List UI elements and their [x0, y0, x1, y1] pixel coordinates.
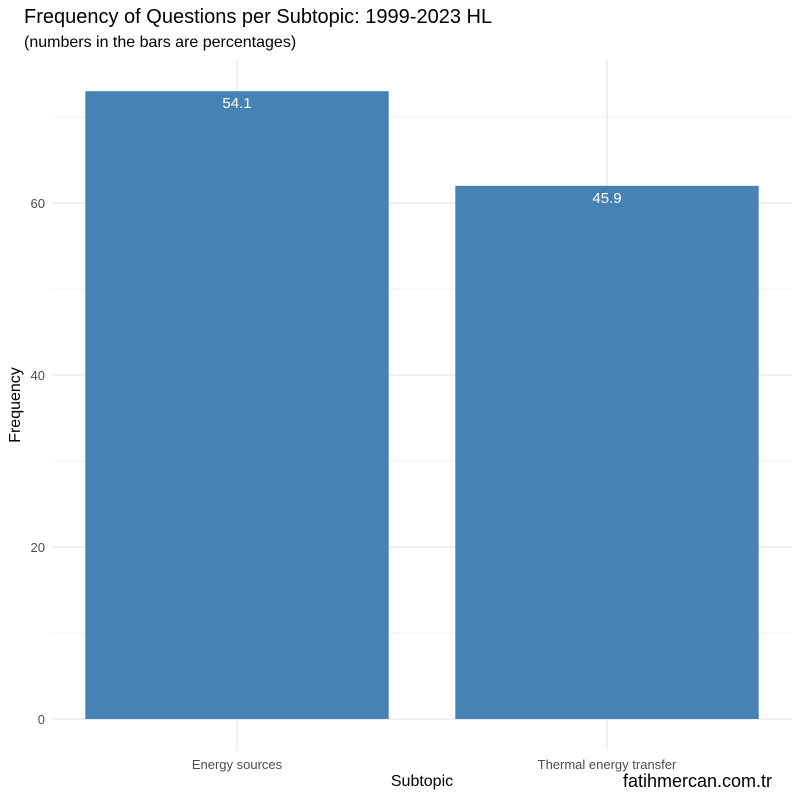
bar [85, 91, 389, 719]
y-tick-label: 20 [31, 540, 45, 555]
x-axis-label: Subtopic [390, 773, 454, 790]
x-tick-label: Energy sources [192, 757, 283, 772]
bar-value-label: 54.1 [222, 95, 251, 112]
bar-value-label: 45.9 [592, 190, 621, 207]
y-tick-label: 60 [31, 196, 45, 211]
bar [455, 185, 759, 720]
chart-subtitle: (numbers in the bars are percentages) [24, 34, 297, 51]
caption: fatihmercan.com.tr [622, 771, 772, 791]
x-tick-label: Thermal energy transfer [538, 757, 677, 772]
chart-title: Frequency of Questions per Subtopic: 199… [24, 6, 493, 28]
y-tick-label: 0 [38, 712, 45, 727]
y-tick-label: 40 [31, 368, 45, 383]
